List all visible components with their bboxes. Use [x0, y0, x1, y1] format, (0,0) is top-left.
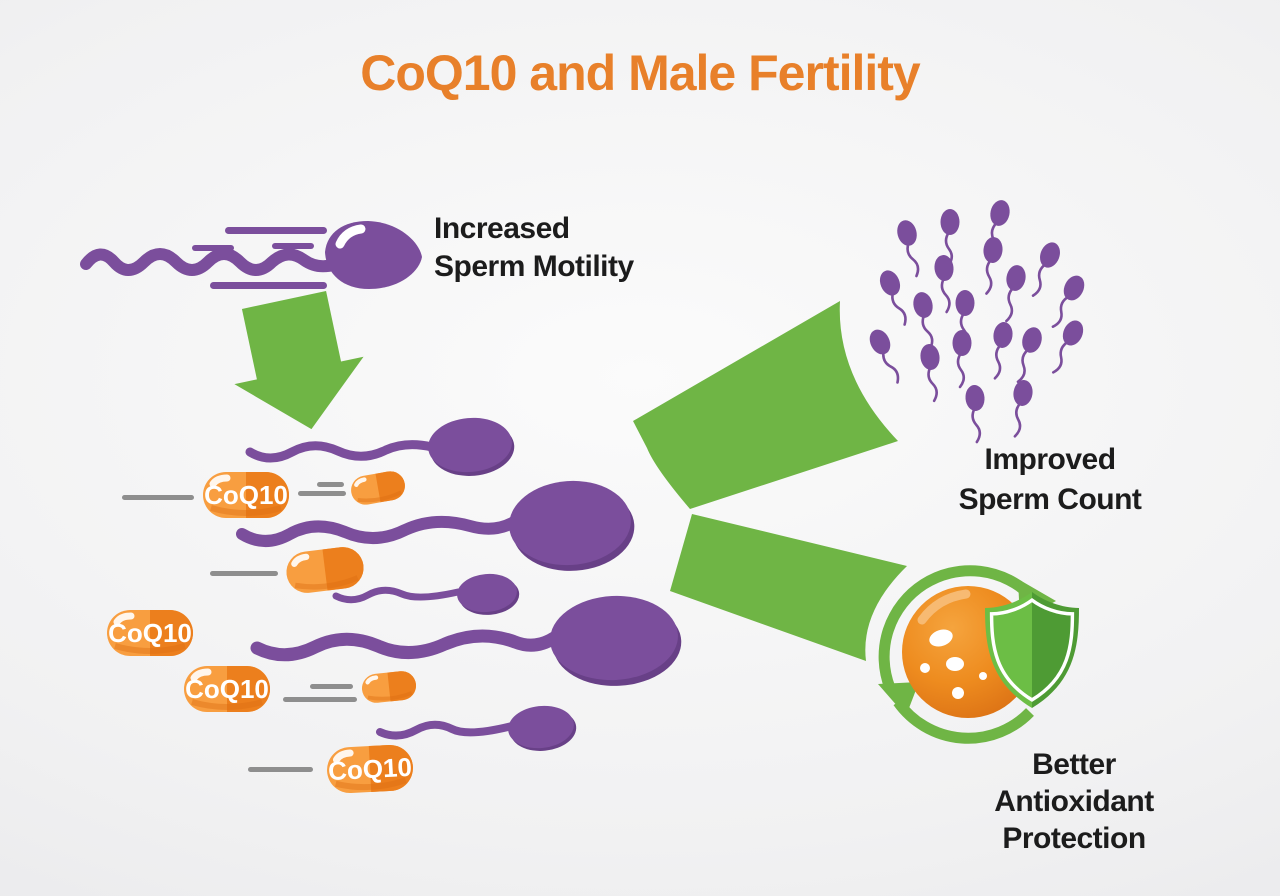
band-arrow-to-sperm-count	[633, 301, 898, 509]
coq10-capsule-icon: CoQ10	[107, 610, 193, 656]
antioxidant-protection-icon	[878, 565, 1079, 744]
fast-sperm-icon	[80, 221, 422, 289]
coq10-capsule-icon: CoQ10	[184, 666, 270, 712]
antioxidant-label-line3: Protection	[1002, 822, 1146, 855]
capsule-label: CoQ10	[108, 618, 192, 648]
speed-line	[272, 243, 314, 249]
motility-label: Increased Sperm Motility	[434, 210, 634, 286]
capsule-label: CoQ10	[327, 752, 412, 786]
motility-label-line1: Increased	[434, 212, 570, 245]
sperm-head	[325, 221, 422, 289]
sperm-group-icon	[236, 417, 682, 751]
coq10-capsule-plain-icon	[284, 545, 366, 596]
antioxidant-label: Better Antioxidant Protection	[952, 746, 1196, 857]
speed-line	[210, 282, 327, 289]
coq10-capsules: CoQ10 CoQ10 CoQ10 CoQ10	[107, 469, 417, 794]
infographic-title: CoQ10 and Male Fertility	[360, 45, 920, 101]
speed-line	[225, 227, 327, 234]
capsule-label: CoQ10	[185, 674, 269, 704]
sperm-tail	[80, 248, 342, 276]
sperm-count-label: Improved Sperm Count	[918, 440, 1182, 520]
sperm-count-label-line1: Improved	[984, 443, 1116, 476]
capsule-label: CoQ10	[204, 480, 288, 510]
coq10-capsule-small-icon	[349, 469, 407, 507]
coq10-capsule-icon: CoQ10	[326, 744, 414, 794]
coq10-capsule-icon: CoQ10	[203, 472, 289, 518]
sperm-count-label-line2: Sperm Count	[958, 483, 1142, 516]
antioxidant-label-line2: Antioxidant	[994, 785, 1154, 818]
antioxidant-label-line1: Better	[1032, 748, 1116, 781]
coq10-capsule-small-icon	[361, 670, 418, 704]
down-arrow-icon	[234, 291, 364, 430]
head-highlight	[335, 224, 366, 249]
motility-label-line2: Sperm Motility	[434, 250, 634, 283]
sperm-cluster-icon	[864, 197, 1090, 444]
band-arrow-to-antioxidant	[670, 514, 907, 661]
